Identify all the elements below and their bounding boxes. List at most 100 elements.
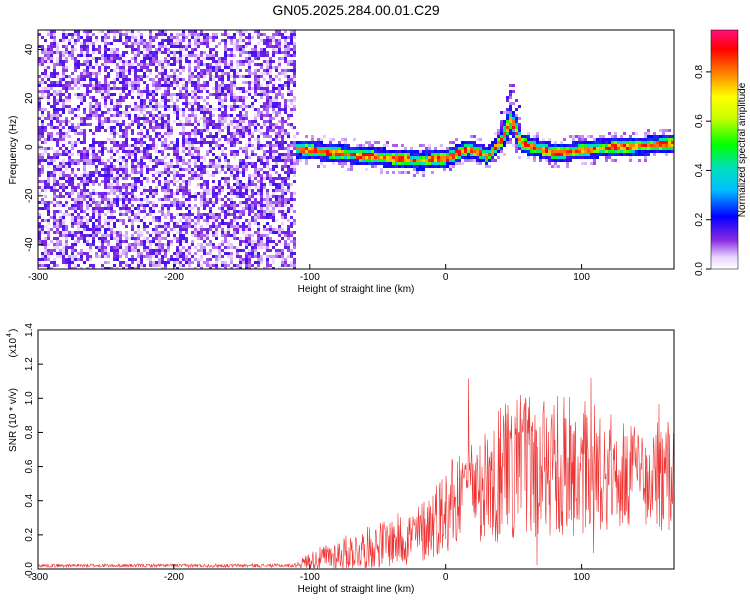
spectrogram-cell xyxy=(272,144,275,147)
spectrogram-cell xyxy=(233,156,236,159)
spectrogram-cell xyxy=(272,111,275,114)
spectrogram-cell xyxy=(92,174,95,177)
spectrogram-cell xyxy=(515,144,518,147)
spectrogram-cell xyxy=(254,183,257,186)
spectrogram-cell xyxy=(224,111,227,114)
spectrogram-cell xyxy=(230,141,233,144)
spectrogram-cell xyxy=(404,159,407,162)
spectrogram-cell xyxy=(203,252,206,255)
spectrogram-cell xyxy=(194,222,197,225)
spectrogram-cell xyxy=(101,207,104,210)
spectrogram-cell xyxy=(104,213,107,216)
spectrogram-cell xyxy=(56,228,59,231)
spectrogram-cell xyxy=(506,138,509,141)
spectrogram-cell xyxy=(170,129,173,132)
spectrogram-cell xyxy=(230,219,233,222)
spectrogram-cell xyxy=(437,165,440,168)
spectrogram-cell xyxy=(167,105,170,108)
spectrogram-cell xyxy=(212,48,215,51)
spectrogram-cell xyxy=(299,141,302,144)
spectrogram-cell xyxy=(44,60,47,63)
spectrogram-cell xyxy=(47,48,50,51)
spectrogram-cell xyxy=(287,36,290,39)
spectrogram-cell xyxy=(518,147,521,150)
spectrogram-cell xyxy=(323,153,326,156)
spectrogram-cell xyxy=(152,90,155,93)
spectrogram-cell xyxy=(230,120,233,123)
spectrogram-cell xyxy=(101,150,104,153)
spectrogram-cell xyxy=(200,162,203,165)
spectrogram-cell xyxy=(149,192,152,195)
spectrogram-cell xyxy=(167,261,170,264)
spectrogram-cell xyxy=(239,39,242,42)
spectrogram-cell xyxy=(86,201,89,204)
spectrogram-cell xyxy=(257,33,260,36)
spectrogram-cell xyxy=(263,228,266,231)
spectrogram-cell xyxy=(125,45,128,48)
spectrogram-cell xyxy=(86,33,89,36)
spectrogram-cell xyxy=(152,210,155,213)
spectrogram-cell xyxy=(155,264,158,267)
spectrogram-cell xyxy=(518,135,521,138)
spectrogram-cell xyxy=(230,81,233,84)
spectrogram-cell xyxy=(272,87,275,90)
spectrogram-cell xyxy=(281,96,284,99)
spectrogram-cell xyxy=(197,243,200,246)
spectrogram-cell xyxy=(155,75,158,78)
spectrogram-cell xyxy=(203,123,206,126)
spectrogram-cell xyxy=(188,120,191,123)
spectrogram-cell xyxy=(200,186,203,189)
spectrogram-cell xyxy=(137,252,140,255)
spectrogram-cell xyxy=(206,252,209,255)
spectrogram-cell xyxy=(227,228,230,231)
spectrogram-cell xyxy=(230,243,233,246)
spectrogram-cell xyxy=(173,111,176,114)
spectrogram-cell xyxy=(89,90,92,93)
spectrogram-cell xyxy=(179,78,182,81)
spectrogram-cell xyxy=(461,150,464,153)
spectrogram-cell xyxy=(284,231,287,234)
spectrogram-cell xyxy=(179,168,182,171)
spectrogram-cell xyxy=(233,165,236,168)
spectrogram-cell xyxy=(284,264,287,267)
spectrogram-cell xyxy=(368,156,371,159)
spectrogram-cell xyxy=(287,174,290,177)
spectrogram-cell xyxy=(269,114,272,117)
spectrogram-cell xyxy=(194,87,197,90)
spectrogram-cell xyxy=(134,198,137,201)
spectrogram-cell xyxy=(155,33,158,36)
spectrogram-cell xyxy=(191,90,194,93)
spectrogram-cell xyxy=(137,93,140,96)
spectrogram-cell xyxy=(257,63,260,66)
spectrogram-cell xyxy=(230,39,233,42)
spectrogram-cell xyxy=(89,204,92,207)
spectrogram-cell xyxy=(164,75,167,78)
spectrogram-cell xyxy=(254,123,257,126)
spectrogram-cell xyxy=(476,162,479,165)
spectrogram-cell xyxy=(233,120,236,123)
spectrogram-cell xyxy=(65,234,68,237)
spectrogram-cell xyxy=(92,192,95,195)
spectrogram-cell xyxy=(197,231,200,234)
spectrogram-cell xyxy=(290,168,293,171)
spectrogram-cell xyxy=(65,60,68,63)
spectrogram-cell xyxy=(59,99,62,102)
spectrogram-cell xyxy=(239,171,242,174)
spectrogram-cell xyxy=(491,141,494,144)
spectrogram-cell xyxy=(266,165,269,168)
spectrogram-cell xyxy=(122,69,125,72)
spectrogram-cell xyxy=(119,39,122,42)
spectrogram-cell xyxy=(272,84,275,87)
spectrogram-cell xyxy=(152,237,155,240)
spectrogram-cell xyxy=(74,114,77,117)
spectrogram-cell xyxy=(164,132,167,135)
spectrogram-cell xyxy=(227,222,230,225)
spectrogram-cell xyxy=(59,39,62,42)
spectrogram-cell xyxy=(83,198,86,201)
spectrogram-cell xyxy=(335,150,338,153)
spectrogram-cell xyxy=(92,180,95,183)
spectrogram-cell xyxy=(71,246,74,249)
spectrogram-cell xyxy=(80,174,83,177)
spectrogram-cell xyxy=(245,75,248,78)
spectrogram-cell xyxy=(101,147,104,150)
